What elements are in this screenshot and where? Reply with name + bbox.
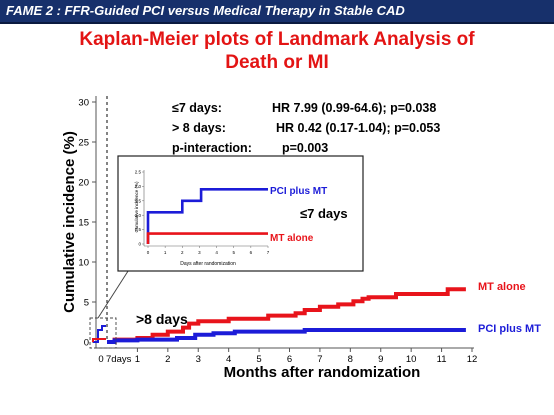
- x-tick-label-7days: 7days: [106, 354, 132, 365]
- end-label-pci-plus-mt: PCI plus MT: [478, 323, 541, 335]
- x-tick-label: 3: [196, 354, 201, 365]
- y-tick-label: 25: [78, 138, 89, 149]
- x-tick-label: 4: [226, 354, 231, 365]
- y-tick-label: 5: [84, 298, 89, 309]
- inset-y-tick-label: 2.5: [135, 170, 142, 175]
- inset-y-tick-label: 1.0: [135, 213, 142, 218]
- inset-end-label-pci-plus-mt: PCI plus MT: [270, 186, 327, 197]
- y-tick-label: 10: [78, 258, 89, 269]
- stat-value-interaction: p=0.003: [282, 141, 328, 155]
- x-tick-label: 2: [165, 354, 170, 365]
- title-line-1: Kaplan-Meier plots of Landmark Analysis …: [79, 29, 475, 50]
- inset-x-tick-label: 7: [267, 250, 270, 255]
- x-tick-label: 11: [437, 354, 447, 365]
- inset-y-tick-label: 2.0: [135, 184, 142, 189]
- y-axis-title: Cumulative incidence (%): [61, 131, 78, 313]
- x-tick-label: 12: [467, 354, 478, 365]
- title-line-2: Death or MI: [225, 52, 329, 73]
- inset-y-tick-label: 0: [138, 242, 141, 247]
- stat-label-gt8: > 8 days:: [172, 121, 226, 135]
- inset-series-lines: [146, 188, 268, 244]
- end-label-mt-alone: MT alone: [478, 281, 526, 293]
- inset-x-tick-label: 1: [164, 250, 167, 255]
- x-tick-label: 6: [287, 354, 292, 365]
- inset-y-axis-title: Cumulative incidence (%): [134, 181, 139, 233]
- inset-x-tick-label: 6: [250, 250, 253, 255]
- x-tick-label: 5: [256, 354, 261, 365]
- inset-end-label-mt-alone: MT alone: [270, 233, 314, 244]
- y-tick-label: 30: [78, 98, 89, 109]
- y-tick-label: 15: [78, 218, 89, 229]
- inset-y-tick-label: 1.5: [135, 198, 142, 203]
- header-title: FAME 2 : FFR-Guided PCI versus Medical T…: [6, 3, 405, 18]
- annotation-gt8-days: >8 days: [136, 311, 188, 327]
- inset-x-tick-label: 2: [181, 250, 184, 255]
- main-series-lines: [92, 287, 466, 344]
- header-bar: FAME 2 : FFR-Guided PCI versus Medical T…: [0, 0, 554, 24]
- inset-x-tick-label: 0: [147, 250, 150, 255]
- stat-label-interaction: p-interaction:: [172, 141, 252, 155]
- x-axis-title: Months after randomization: [224, 364, 421, 381]
- main-series-line-mt-alone: [107, 287, 466, 344]
- inset-x-tick-label: 4: [215, 250, 218, 255]
- x-tick-label: 1: [135, 354, 140, 365]
- x-tick-label: 7: [317, 354, 322, 365]
- slide-title: Kaplan-Meier plots of Landmark Analysis …: [0, 28, 554, 74]
- inset-y-tick-label: 0.5: [135, 227, 142, 232]
- inset-annotation-le7: ≤7 days: [300, 206, 348, 221]
- inset-axes: 0 0.5 1.0 1.5 2.0 2.5 0 1 2 3 4 5 6 7: [135, 170, 270, 255]
- stat-value-le7: HR 7.99 (0.99-64.6); p=0.038: [272, 101, 436, 115]
- inset-x-tick-label: 3: [198, 250, 201, 255]
- inset-series-line-pci-plus-mt: [146, 188, 268, 244]
- inset-x-tick-label: 5: [232, 250, 235, 255]
- stat-value-gt8: HR 0.42 (0.17-1.04); p=0.053: [276, 121, 440, 135]
- x-tick-label-zero: 0: [98, 354, 103, 365]
- x-tick-label: 8: [348, 354, 353, 365]
- main-series-line-pci-plus-mt: [107, 328, 466, 344]
- zoom-box: [89, 317, 117, 349]
- main-pre-landmark-mt: [92, 338, 106, 342]
- x-tick-label: 9: [378, 354, 383, 365]
- inset-x-axis-title: Days after randomization: [180, 261, 236, 267]
- y-tick-label: 20: [78, 178, 89, 189]
- inset-series-line-mt-alone: [146, 232, 268, 244]
- zoom-connector: [97, 267, 131, 319]
- y-tick-label: 0: [84, 338, 89, 349]
- x-tick-label: 10: [406, 354, 417, 365]
- stat-label-le7: ≤7 days:: [172, 101, 222, 115]
- main-pre-landmark-pci: [93, 325, 106, 343]
